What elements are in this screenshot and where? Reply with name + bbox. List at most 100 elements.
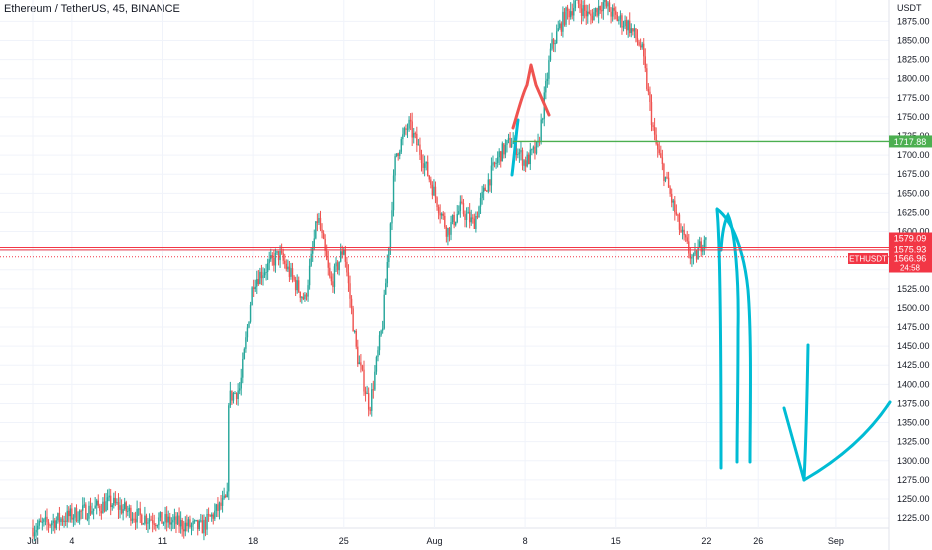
candle-body xyxy=(441,213,443,216)
candle-body xyxy=(296,280,298,291)
candle-body xyxy=(78,510,81,521)
y-tick-label: 1250.00 xyxy=(897,494,930,504)
y-tick-label: 1875.00 xyxy=(897,16,930,26)
candle-body xyxy=(69,508,71,517)
candle-body xyxy=(549,48,552,61)
candle-body xyxy=(535,141,538,154)
candle-body xyxy=(77,520,79,522)
candle-body xyxy=(214,510,216,519)
candle-body xyxy=(583,5,586,11)
candle-body xyxy=(231,390,233,401)
x-tick-label: 26 xyxy=(753,536,763,546)
candle-body xyxy=(397,153,399,156)
candle-body xyxy=(380,330,382,336)
candle-body xyxy=(302,296,305,300)
candle-body xyxy=(700,241,702,252)
candle-body xyxy=(58,513,61,523)
candle-body xyxy=(489,179,491,186)
candle-body xyxy=(660,153,662,158)
candle-body xyxy=(71,508,73,520)
candle-body xyxy=(551,39,553,49)
candle-body xyxy=(503,143,505,155)
candle-body xyxy=(403,128,406,135)
candle-body xyxy=(529,149,531,164)
candle-body xyxy=(369,409,371,411)
candle-body xyxy=(450,222,452,235)
candle-body xyxy=(271,255,274,258)
candle-body xyxy=(123,502,126,510)
candle-body xyxy=(82,505,84,511)
candle-body xyxy=(313,238,315,248)
candle-body xyxy=(147,522,149,524)
candle-body xyxy=(694,250,696,255)
candle-body xyxy=(288,266,291,277)
candle-body xyxy=(610,11,612,17)
candle-body xyxy=(279,251,281,261)
user-drawings xyxy=(510,63,892,482)
candle-body xyxy=(585,10,587,17)
candle-body xyxy=(139,508,141,515)
candle-body xyxy=(161,511,163,524)
candle-body xyxy=(568,10,570,18)
candle-body xyxy=(520,150,522,153)
candle-body xyxy=(218,502,221,511)
candle-body xyxy=(667,177,670,188)
candle-body xyxy=(100,510,103,514)
candle-body xyxy=(290,268,292,277)
candle-body xyxy=(46,516,48,523)
candle-body xyxy=(433,186,435,196)
candle-body xyxy=(552,39,555,45)
y-tick-label: 1375.00 xyxy=(897,398,930,408)
candle-body xyxy=(579,3,581,9)
candle-body xyxy=(580,8,583,16)
price-tag xyxy=(889,252,932,273)
candle-body xyxy=(193,520,196,522)
candle-body xyxy=(417,144,420,146)
candle-body xyxy=(92,508,95,511)
candle-body xyxy=(119,505,121,510)
candle-body xyxy=(431,184,434,196)
price-tag xyxy=(889,243,932,255)
candle-body xyxy=(392,175,395,211)
candle-body xyxy=(330,276,333,282)
candle-body xyxy=(484,187,486,191)
y-tick-label: 1525.00 xyxy=(897,284,930,294)
candle-body xyxy=(388,247,390,262)
candle-body xyxy=(294,279,297,291)
candle-body xyxy=(113,497,115,506)
candle-body xyxy=(464,214,466,221)
candle-body xyxy=(201,520,204,534)
y-tick-label: 1300.00 xyxy=(897,456,930,466)
candle-body xyxy=(573,8,575,16)
time-axis[interactable]: Jul 4 11 18 25 Aug 8 15 22 26 Sep xyxy=(27,536,844,546)
price-tag-text: 1575.93 xyxy=(894,245,927,255)
candle-body xyxy=(256,279,258,287)
candle-body xyxy=(557,28,559,32)
candle-body xyxy=(324,238,326,251)
candle-body xyxy=(237,390,239,400)
candle-body xyxy=(226,491,228,498)
candle-body xyxy=(276,251,278,253)
candle-body xyxy=(117,502,120,510)
candle-body xyxy=(445,227,448,237)
candle-body xyxy=(695,250,698,260)
candle-body xyxy=(350,298,353,309)
x-tick-label: 11 xyxy=(158,536,167,546)
candle-body xyxy=(601,10,603,12)
candle-body xyxy=(197,519,199,530)
candle-body xyxy=(427,161,429,176)
drawing-stroke xyxy=(511,63,551,130)
candle-body xyxy=(357,346,359,365)
y-tick-label: 1675.00 xyxy=(897,169,930,179)
candle-body xyxy=(127,510,129,512)
candle-body xyxy=(414,133,416,135)
horizontal-levels xyxy=(0,140,889,258)
candle-body xyxy=(437,207,440,214)
candle-body xyxy=(102,501,104,514)
candle-body xyxy=(378,335,381,351)
candle-body xyxy=(352,308,354,332)
candle-body xyxy=(501,143,504,162)
candle-body xyxy=(209,515,211,517)
level-tag xyxy=(889,135,932,148)
